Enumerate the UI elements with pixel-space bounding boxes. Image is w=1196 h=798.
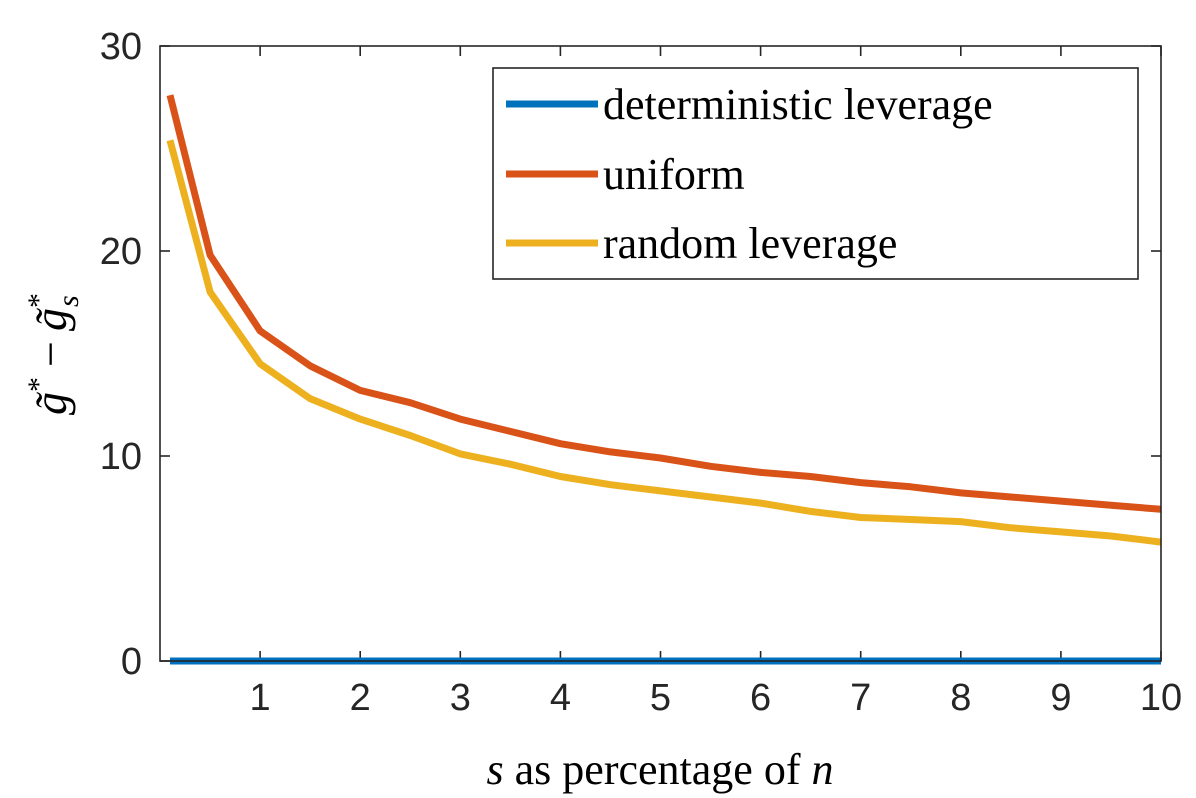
y-tick-label: 20 — [100, 231, 142, 273]
x-tick-label: 10 — [1140, 677, 1182, 719]
x-tick-label: 3 — [450, 677, 471, 719]
y-label-g2: g̃ — [25, 307, 76, 331]
series-line-uniform — [166, 94, 1162, 513]
y-label-sup1: * — [22, 377, 55, 392]
x-tick-label: 8 — [950, 677, 971, 719]
x-tick-label: 4 — [550, 677, 571, 719]
x-axis-label: s as percentage of n — [487, 745, 834, 794]
x-tick-label: 2 — [350, 677, 371, 719]
y-axis-label: g̃*−g̃*s — [22, 293, 85, 415]
series-line-random-leverage — [166, 139, 1162, 546]
y-tick-label: 30 — [100, 26, 142, 68]
x-axis-label-var2: n — [811, 745, 833, 794]
y-tick-label: 0 — [121, 641, 142, 683]
x-axis-label-rest: as percentage of — [504, 745, 812, 794]
svg-text:g̃*−g̃*s: g̃*−g̃*s — [22, 293, 85, 415]
tick-labels: 1 2 3 4 5 6 7 8 9 10 0 10 20 30 — [100, 26, 1182, 719]
legend: deterministic leverage uniform random le… — [492, 67, 1139, 280]
x-axis-label-var: s — [487, 745, 504, 794]
legend-box — [492, 67, 1139, 280]
y-label-g1: g̃ — [25, 391, 76, 415]
x-tick-label: 6 — [750, 677, 771, 719]
x-tick-label: 7 — [850, 677, 871, 719]
x-tick-label: 5 — [650, 677, 671, 719]
x-tick-label: 1 — [250, 677, 271, 719]
legend-label-deterministic: deterministic leverage — [603, 80, 993, 129]
legend-label-uniform: uniform — [603, 150, 745, 199]
y-label-minus: − — [25, 341, 76, 367]
y-label-sub: s — [52, 295, 85, 307]
plot-frame — [159, 45, 1162, 662]
x-tick-label: 9 — [1050, 677, 1071, 719]
y-label-sup2: * — [22, 293, 55, 308]
y-tick-label: 10 — [100, 436, 142, 478]
legend-label-random: random leverage — [603, 219, 897, 268]
